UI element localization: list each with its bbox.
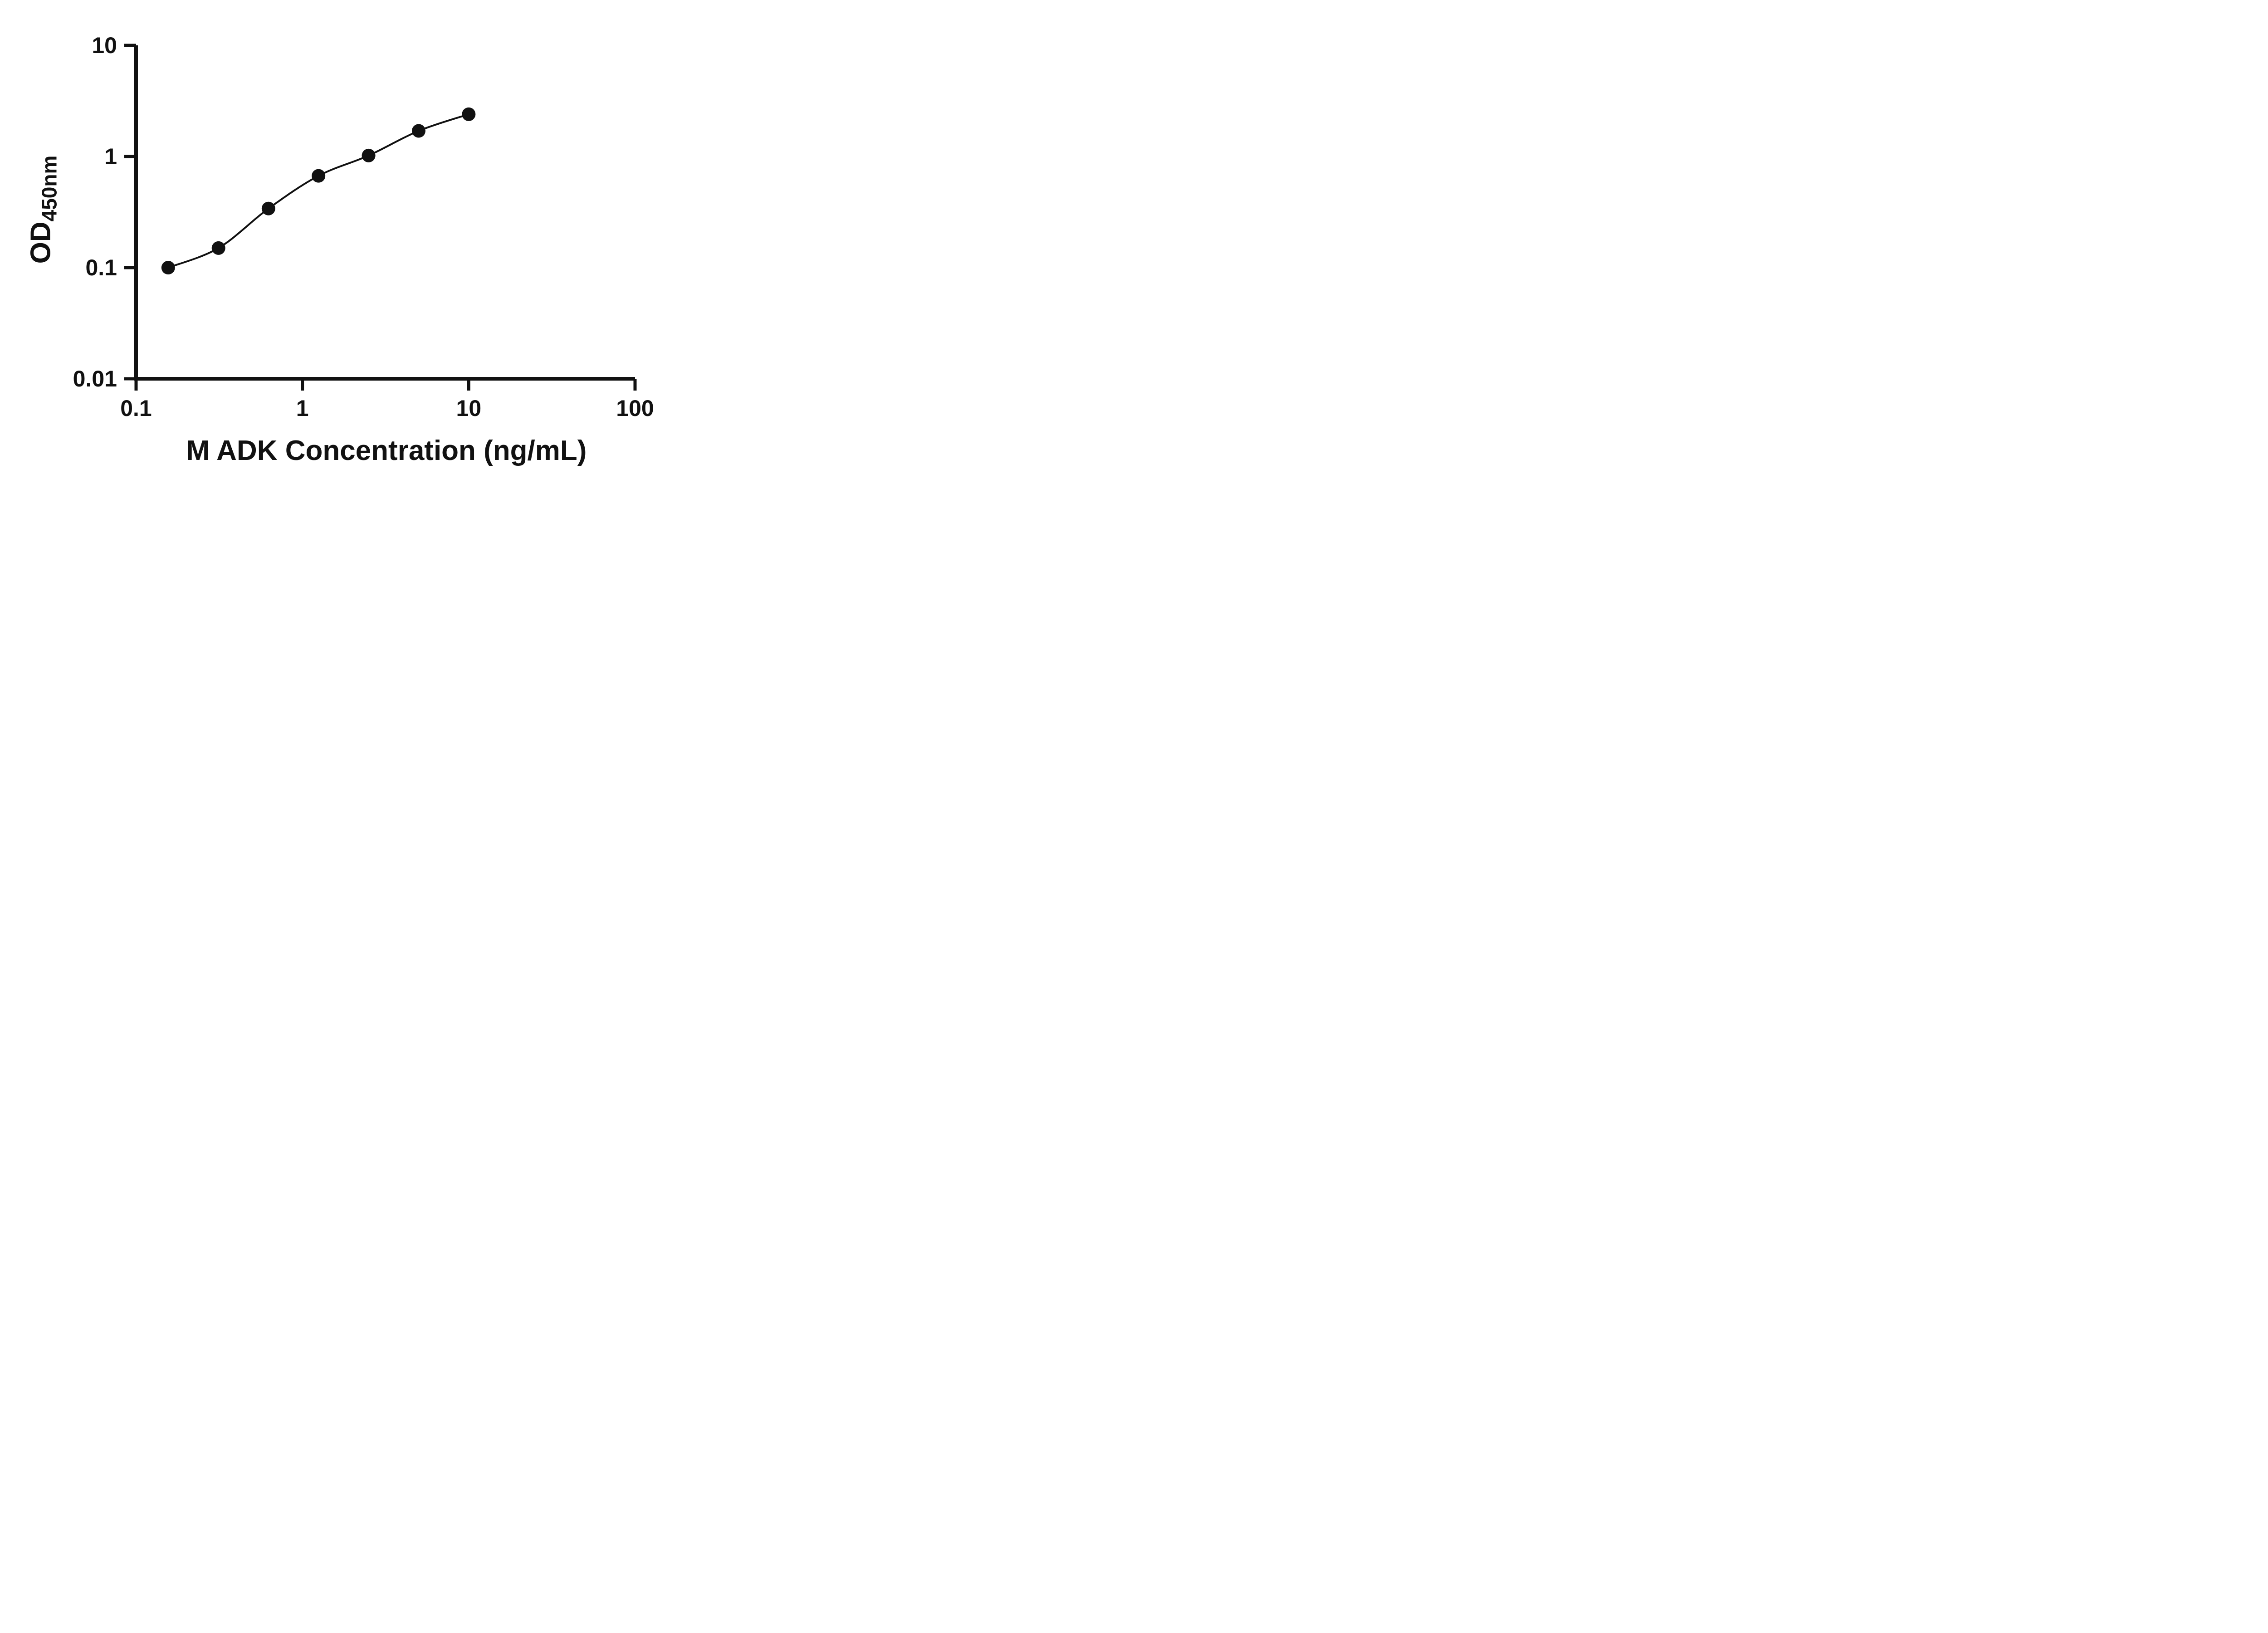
x-axis-tick-label: 100: [616, 396, 654, 421]
data-point: [161, 261, 175, 274]
y-axis-title-subscript: 450nm: [37, 155, 61, 222]
data-point: [211, 241, 225, 255]
data-point: [362, 148, 376, 162]
y-axis-tick-label: 1: [104, 144, 117, 169]
data-point: [261, 201, 275, 215]
x-axis-title-text: M ADK Concentration (ng/mL): [186, 435, 587, 466]
y-axis-title: OD450nm: [25, 156, 62, 264]
x-axis-tick-label: 0.1: [120, 396, 152, 421]
data-point: [312, 169, 326, 183]
y-axis-tick-label: 0.01: [73, 366, 117, 391]
x-axis-title: M ADK Concentration (ng/mL): [186, 435, 587, 467]
axis-spine: [134, 45, 635, 381]
data-point: [411, 124, 425, 138]
y-axis-tick-label: 10: [92, 33, 117, 58]
x-axis-tick-label: 1: [296, 396, 309, 421]
data-point: [462, 107, 476, 121]
elisa-standard-curve-figure: 0.01 0.1 1 10 0.1 1 10 100 M ADK Concentration …: [0, 0, 699, 490]
y-axis-tick-label: 0.1: [85, 255, 117, 280]
y-axis-title-main: OD: [25, 221, 57, 264]
x-axis-tick-label: 10: [456, 396, 482, 421]
